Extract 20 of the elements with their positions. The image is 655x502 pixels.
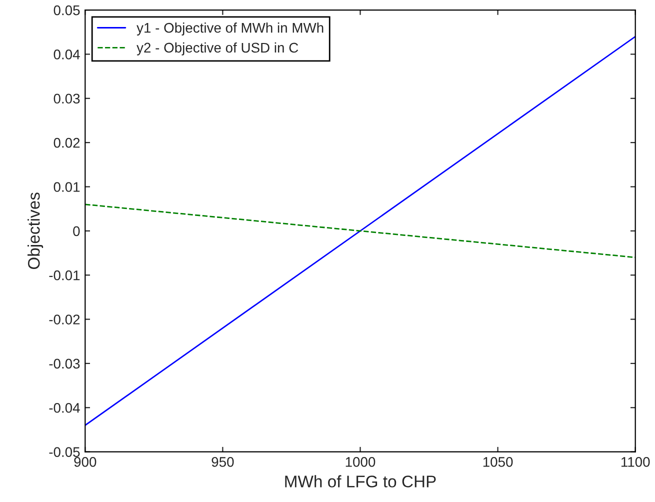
legend-label: y2 - Objective of USD in C xyxy=(136,42,298,56)
y-tick-label: -0.01 xyxy=(49,270,80,280)
x-tick-label: 1000 xyxy=(346,457,376,467)
y-tick-label: 0 xyxy=(73,226,80,236)
y-tick-label: 0.03 xyxy=(54,94,80,104)
y-tick-label: 0.01 xyxy=(54,182,80,192)
y-tick-label: -0.04 xyxy=(49,402,80,413)
y-tick-label: -0.02 xyxy=(49,314,80,324)
x-tick-label: 900 xyxy=(74,457,96,467)
x-tick-label: 1100 xyxy=(621,457,650,467)
y-tick-label: -0.03 xyxy=(49,358,80,369)
x-axis-title: MWh of LFG to CHP xyxy=(285,475,436,488)
x-tick-label: 950 xyxy=(212,457,234,467)
y-tick-label: 0.04 xyxy=(54,50,80,60)
y-tick-label: 0.05 xyxy=(54,5,80,16)
x-tick-label: 1050 xyxy=(483,457,513,467)
y-tick-label: -0.05 xyxy=(49,447,80,457)
y-axis-title: Objectives xyxy=(28,192,44,270)
legend-label: y1 - Objective of MWh in MWh xyxy=(136,22,324,36)
y-tick-label: 0.02 xyxy=(54,138,80,148)
